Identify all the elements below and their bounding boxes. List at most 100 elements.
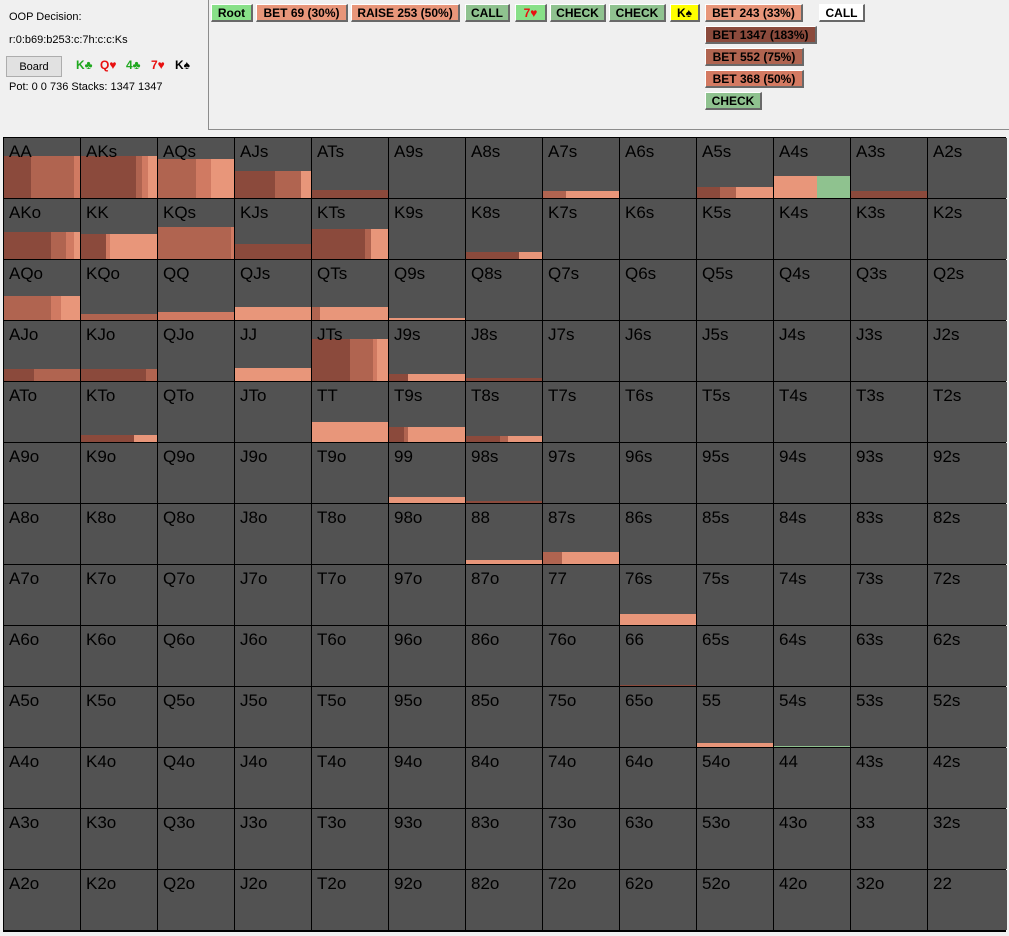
hand-cell-T4s[interactable]: T4s — [774, 382, 850, 442]
hand-cell-A7o[interactable]: A7o — [4, 565, 80, 625]
hand-cell-QJs[interactable]: QJs — [235, 260, 311, 320]
hand-cell-KQs[interactable]: KQs — [158, 199, 234, 259]
hand-cell-Q8o[interactable]: Q8o — [158, 504, 234, 564]
hand-cell-J6o[interactable]: J6o — [235, 626, 311, 686]
hand-cell-T3s[interactable]: T3s — [851, 382, 927, 442]
hand-cell-43s[interactable]: 43s — [851, 748, 927, 808]
hand-cell-QJo[interactable]: QJo — [158, 321, 234, 381]
hand-cell-96o[interactable]: 96o — [389, 626, 465, 686]
hand-cell-87s[interactable]: 87s — [543, 504, 619, 564]
hand-cell-T7s[interactable]: T7s — [543, 382, 619, 442]
hand-cell-99[interactable]: 99 — [389, 443, 465, 503]
hand-cell-J9o[interactable]: J9o — [235, 443, 311, 503]
hand-cell-A8s[interactable]: A8s — [466, 138, 542, 198]
hand-cell-82o[interactable]: 82o — [466, 870, 542, 930]
hand-cell-T7o[interactable]: T7o — [312, 565, 388, 625]
hand-cell-66[interactable]: 66 — [620, 626, 696, 686]
hand-cell-82s[interactable]: 82s — [928, 504, 1007, 564]
hand-cell-AKo[interactable]: AKo — [4, 199, 80, 259]
action-button-10[interactable]: BET 1347 (183%) — [705, 26, 817, 44]
hand-cell-53o[interactable]: 53o — [697, 809, 773, 869]
hand-cell-63o[interactable]: 63o — [620, 809, 696, 869]
hand-cell-T2s[interactable]: T2s — [928, 382, 1007, 442]
hand-cell-K6o[interactable]: K6o — [81, 626, 157, 686]
hand-cell-KTo[interactable]: KTo — [81, 382, 157, 442]
hand-cell-55[interactable]: 55 — [697, 687, 773, 747]
hand-cell-62o[interactable]: 62o — [620, 870, 696, 930]
hand-cell-75s[interactable]: 75s — [697, 565, 773, 625]
hand-cell-J2s[interactable]: J2s — [928, 321, 1007, 381]
hand-cell-Q4o[interactable]: Q4o — [158, 748, 234, 808]
hand-cell-Q7s[interactable]: Q7s — [543, 260, 619, 320]
hand-cell-32s[interactable]: 32s — [928, 809, 1007, 869]
hand-cell-AJo[interactable]: AJo — [4, 321, 80, 381]
hand-cell-T8o[interactable]: T8o — [312, 504, 388, 564]
hand-cell-83s[interactable]: 83s — [851, 504, 927, 564]
hand-cell-Q6s[interactable]: Q6s — [620, 260, 696, 320]
hand-cell-97s[interactable]: 97s — [543, 443, 619, 503]
hand-cell-T5o[interactable]: T5o — [312, 687, 388, 747]
action-button-7[interactable]: K♠ — [670, 4, 700, 22]
hand-cell-95o[interactable]: 95o — [389, 687, 465, 747]
action-button-11[interactable]: BET 552 (75%) — [705, 48, 804, 66]
hand-cell-AA[interactable]: AA — [4, 138, 80, 198]
hand-cell-A3o[interactable]: A3o — [4, 809, 80, 869]
hand-cell-64o[interactable]: 64o — [620, 748, 696, 808]
hand-cell-T2o[interactable]: T2o — [312, 870, 388, 930]
hand-cell-J9s[interactable]: J9s — [389, 321, 465, 381]
hand-cell-84o[interactable]: 84o — [466, 748, 542, 808]
hand-cell-Q9o[interactable]: Q9o — [158, 443, 234, 503]
hand-cell-J3s[interactable]: J3s — [851, 321, 927, 381]
hand-cell-AKs[interactable]: AKs — [81, 138, 157, 198]
hand-cell-KJs[interactable]: KJs — [235, 199, 311, 259]
hand-cell-42o[interactable]: 42o — [774, 870, 850, 930]
hand-cell-42s[interactable]: 42s — [928, 748, 1007, 808]
hand-cell-ATs[interactable]: ATs — [312, 138, 388, 198]
hand-cell-96s[interactable]: 96s — [620, 443, 696, 503]
hand-cell-Q7o[interactable]: Q7o — [158, 565, 234, 625]
hand-cell-44[interactable]: 44 — [774, 748, 850, 808]
hand-cell-Q5s[interactable]: Q5s — [697, 260, 773, 320]
hand-cell-T4o[interactable]: T4o — [312, 748, 388, 808]
hand-cell-A4s[interactable]: A4s — [774, 138, 850, 198]
hand-cell-T6s[interactable]: T6s — [620, 382, 696, 442]
action-button-1[interactable]: BET 69 (30%) — [256, 4, 348, 22]
hand-cell-62s[interactable]: 62s — [928, 626, 1007, 686]
hand-cell-76o[interactable]: 76o — [543, 626, 619, 686]
hand-cell-86o[interactable]: 86o — [466, 626, 542, 686]
hand-cell-K3s[interactable]: K3s — [851, 199, 927, 259]
hand-cell-KJo[interactable]: KJo — [81, 321, 157, 381]
hand-cell-98s[interactable]: 98s — [466, 443, 542, 503]
hand-cell-93s[interactable]: 93s — [851, 443, 927, 503]
hand-cell-T9s[interactable]: T9s — [389, 382, 465, 442]
hand-cell-Q6o[interactable]: Q6o — [158, 626, 234, 686]
hand-cell-QQ[interactable]: QQ — [158, 260, 234, 320]
action-button-3[interactable]: CALL — [465, 4, 510, 22]
hand-cell-32o[interactable]: 32o — [851, 870, 927, 930]
action-button-6[interactable]: CHECK — [609, 4, 666, 22]
hand-cell-K3o[interactable]: K3o — [81, 809, 157, 869]
hand-cell-KK[interactable]: KK — [81, 199, 157, 259]
hand-cell-K9o[interactable]: K9o — [81, 443, 157, 503]
hand-cell-54o[interactable]: 54o — [697, 748, 773, 808]
hand-cell-T3o[interactable]: T3o — [312, 809, 388, 869]
hand-cell-95s[interactable]: 95s — [697, 443, 773, 503]
hand-cell-ATo[interactable]: ATo — [4, 382, 80, 442]
hand-cell-Q3s[interactable]: Q3s — [851, 260, 927, 320]
hand-cell-K4o[interactable]: K4o — [81, 748, 157, 808]
hand-cell-85s[interactable]: 85s — [697, 504, 773, 564]
hand-cell-A9o[interactable]: A9o — [4, 443, 80, 503]
action-button-5[interactable]: CHECK — [550, 4, 606, 22]
hand-cell-J8o[interactable]: J8o — [235, 504, 311, 564]
hand-cell-A8o[interactable]: A8o — [4, 504, 80, 564]
hand-cell-88[interactable]: 88 — [466, 504, 542, 564]
hand-cell-T8s[interactable]: T8s — [466, 382, 542, 442]
hand-cell-73s[interactable]: 73s — [851, 565, 927, 625]
hand-cell-A2s[interactable]: A2s — [928, 138, 1007, 198]
hand-cell-22[interactable]: 22 — [928, 870, 1007, 930]
hand-cell-Q3o[interactable]: Q3o — [158, 809, 234, 869]
hand-cell-72o[interactable]: 72o — [543, 870, 619, 930]
hand-cell-93o[interactable]: 93o — [389, 809, 465, 869]
hand-cell-94o[interactable]: 94o — [389, 748, 465, 808]
action-button-4[interactable]: 7♥ — [515, 4, 547, 22]
